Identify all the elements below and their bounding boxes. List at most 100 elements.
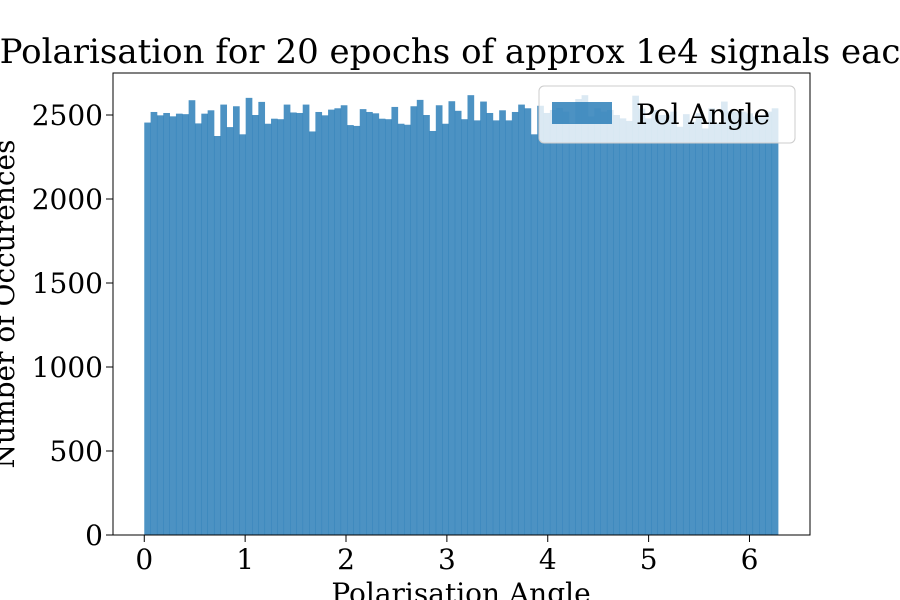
histogram-bar <box>144 122 151 535</box>
y-axis: 0 500 1000 1500 2000 2500 <box>32 99 113 552</box>
y-tick-label: 2500 <box>32 99 103 132</box>
histogram-bar <box>556 107 563 535</box>
histogram-bar <box>613 115 620 535</box>
histogram-bar <box>632 95 639 536</box>
histogram-bar <box>385 119 392 535</box>
histogram-bar <box>435 105 443 536</box>
histogram-bar <box>765 111 773 535</box>
histogram-bar <box>575 99 582 535</box>
histogram-bar <box>410 106 418 535</box>
histogram-bar <box>366 111 373 535</box>
histogram-bar <box>423 115 430 535</box>
histogram-bar <box>638 108 646 535</box>
histogram-bar <box>296 112 304 535</box>
histogram-bar <box>271 118 278 536</box>
histogram-bar <box>562 111 570 535</box>
histogram-bar <box>689 121 697 535</box>
histogram-bar <box>695 113 703 535</box>
histogram-bar <box>150 111 158 535</box>
histogram-bar <box>347 125 354 535</box>
histogram-bar <box>467 95 475 536</box>
histogram-bar <box>175 113 183 535</box>
x-tick-label: 6 <box>741 543 759 576</box>
histogram-bar <box>505 120 513 535</box>
histogram-bar <box>169 116 177 536</box>
histogram-bar <box>670 111 677 535</box>
x-tick-label: 1 <box>236 543 254 576</box>
histogram-bar <box>213 136 221 535</box>
histogram-bar <box>499 110 506 536</box>
histogram-bars <box>144 95 779 536</box>
histogram-bar <box>461 119 468 535</box>
histogram-bar <box>708 108 716 535</box>
histogram-bar <box>721 101 728 535</box>
histogram-bar <box>416 99 424 535</box>
histogram-bar <box>163 112 170 535</box>
histogram-bar <box>397 123 405 536</box>
legend-swatch <box>552 102 612 124</box>
histogram-bar <box>644 118 652 536</box>
histogram-bar <box>321 115 329 535</box>
histogram-bar <box>156 115 164 535</box>
histogram-bar <box>771 108 779 535</box>
histogram-bar <box>182 114 189 535</box>
legend-label: Pol Angle <box>636 98 770 131</box>
histogram-bar <box>429 130 437 535</box>
histogram-bar <box>442 123 449 536</box>
histogram-bar <box>492 120 500 535</box>
x-tick-label: 4 <box>539 543 557 576</box>
histogram-bar <box>290 112 297 535</box>
histogram-bar <box>454 110 462 536</box>
histogram-bar <box>714 123 722 536</box>
histogram-bar <box>594 108 601 535</box>
histogram-bar <box>448 101 456 535</box>
histogram-bar <box>486 112 494 535</box>
x-tick-label: 5 <box>640 543 658 576</box>
histogram-bar <box>682 114 690 535</box>
histogram-bar <box>746 113 754 535</box>
histogram-bar <box>264 123 272 536</box>
histogram-bar <box>619 118 627 536</box>
histogram-bar <box>328 109 335 536</box>
y-tick-label: 1000 <box>32 351 103 384</box>
y-tick-label: 500 <box>50 435 103 468</box>
histogram-bar <box>220 104 228 536</box>
histogram-bar <box>701 128 709 535</box>
histogram-bar <box>201 113 208 535</box>
legend-frame <box>538 85 796 144</box>
histogram-bar <box>315 111 323 535</box>
legend: Pol Angle <box>538 85 796 144</box>
histogram-bar <box>530 134 538 535</box>
histogram-bar <box>543 112 551 535</box>
histogram-bar <box>524 108 532 535</box>
histogram-bar <box>568 123 576 536</box>
histogram-bar <box>625 120 633 535</box>
histogram-bar <box>340 105 348 536</box>
y-tick-label: 1500 <box>32 267 103 300</box>
y-tick-label: 0 <box>85 519 103 552</box>
histogram-bar <box>480 101 487 535</box>
histogram-bar <box>759 115 766 535</box>
histogram-bar <box>549 109 557 536</box>
histogram-bar <box>359 109 367 536</box>
histogram-bar <box>378 118 386 536</box>
y-tick-label: 2000 <box>32 183 103 216</box>
x-axis: 0 1 2 3 4 5 6 <box>135 535 758 576</box>
x-tick-label: 3 <box>438 543 456 576</box>
histogram-bar <box>676 126 684 535</box>
histogram-bar <box>309 131 316 536</box>
histogram-bar <box>391 106 399 535</box>
histogram-bar <box>606 109 614 536</box>
histogram-bar <box>372 113 380 535</box>
x-tick-label: 0 <box>135 543 153 576</box>
histogram-bar <box>511 111 519 535</box>
histogram-bar <box>537 105 544 535</box>
histogram-bar <box>226 127 234 535</box>
histogram-bar <box>752 116 760 536</box>
histogram-bar <box>188 100 196 535</box>
histogram-bar <box>252 115 259 535</box>
x-tick-label: 2 <box>337 543 355 576</box>
histogram-bar <box>657 115 665 535</box>
histogram-bar <box>283 104 291 536</box>
